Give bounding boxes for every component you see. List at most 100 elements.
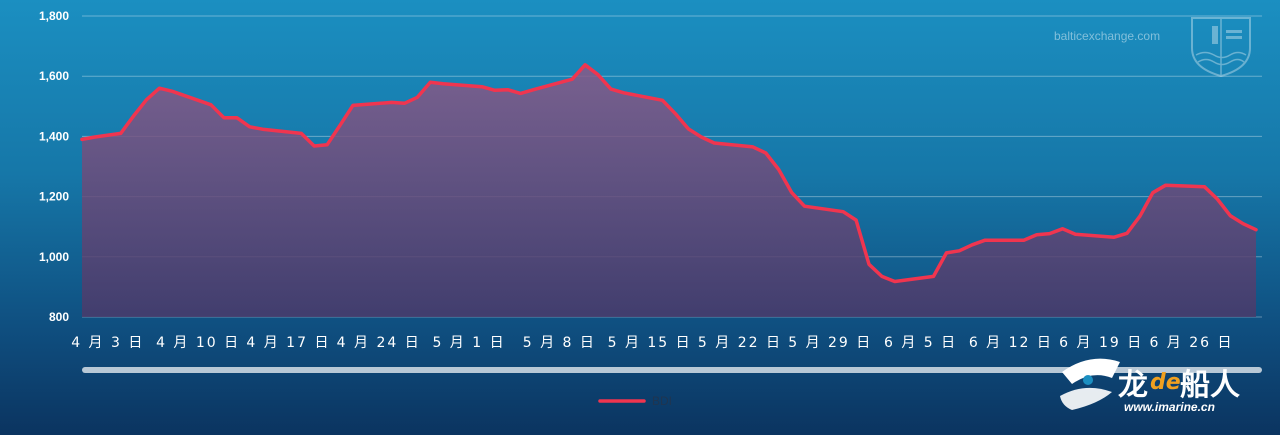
x-tick-label: 6 月 12 日 [969, 335, 1053, 351]
bdi-data-point[interactable] [764, 151, 768, 155]
bdi-data-point[interactable] [944, 251, 948, 255]
bdi-data-point[interactable] [1151, 191, 1155, 195]
bdi-data-point[interactable] [506, 88, 510, 92]
baltic-exchange-crest-icon [1191, 17, 1251, 78]
bdi-data-point[interactable] [893, 280, 897, 284]
bdi-data-point[interactable] [1035, 233, 1039, 237]
bdi-data-point[interactable] [712, 141, 716, 145]
bdi-data-point[interactable] [1022, 238, 1026, 242]
bdi-data-point[interactable] [777, 168, 781, 172]
bdi-line [80, 63, 1258, 284]
bdi-data-point[interactable] [403, 101, 407, 105]
watermark-text: balticexchange.com [1054, 29, 1160, 43]
bdi-data-point[interactable] [415, 95, 419, 99]
bdi-data-point[interactable] [854, 218, 858, 222]
y-axis: 800 1,000 1,200 1,400 1,600 1,800 [39, 9, 69, 324]
bdi-data-point[interactable] [222, 116, 226, 120]
bdi-data-point[interactable] [1138, 214, 1142, 218]
bdi-data-point[interactable] [1202, 185, 1206, 189]
bdi-data-point[interactable] [674, 112, 678, 116]
bdi-data-point[interactable] [622, 91, 626, 95]
bdi-data-point[interactable] [248, 125, 252, 129]
bdi-data-point[interactable] [209, 103, 213, 107]
bdi-data-point[interactable] [93, 135, 97, 139]
bdi-data-point[interactable] [1112, 235, 1116, 239]
y-tick-label: 1,800 [39, 9, 69, 23]
x-tick-label: 5 月 29 日 [788, 335, 872, 351]
bdi-data-point[interactable] [1164, 183, 1168, 187]
legend[interactable]: BDI [598, 394, 672, 408]
x-tick-label: 4 月 10 日 [156, 335, 240, 351]
bdi-data-point[interactable] [699, 135, 703, 139]
bdi-data-point[interactable] [880, 274, 884, 278]
bdi-data-point[interactable] [119, 131, 123, 135]
x-tick-label: 5 月 22 日 [698, 335, 782, 351]
x-axis: 4 月 3 日 4 月 10 日 4 月 17 日 4 月 24 日 5 月 1 日 5 … [71, 335, 1233, 351]
bdi-data-point[interactable] [338, 123, 342, 127]
bdi-data-point[interactable] [803, 204, 807, 208]
bdi-data-point[interactable] [325, 143, 329, 147]
bdi-data-point[interactable] [80, 137, 84, 141]
bdi-data-point[interactable] [1228, 214, 1232, 218]
bdi-data-point[interactable] [1048, 232, 1052, 236]
bdi-data-point[interactable] [1254, 228, 1258, 232]
bdi-data-point[interactable] [532, 88, 536, 92]
bdi-data-point[interactable] [841, 210, 845, 214]
bdi-data-point[interactable] [686, 127, 690, 131]
bdi-data-point[interactable] [480, 85, 484, 89]
bdi-data-point[interactable] [312, 144, 316, 148]
bdi-data-point[interactable] [428, 80, 432, 84]
bdi-data-point[interactable] [609, 87, 613, 91]
chart-scrollbar[interactable] [82, 367, 1262, 373]
bdi-data-point[interactable] [957, 249, 961, 253]
bdi-data-point[interactable] [970, 243, 974, 247]
bdi-data-point[interactable] [170, 89, 174, 93]
y-tick-label: 1,200 [39, 190, 69, 204]
y-tick-label: 1,400 [39, 129, 69, 143]
bdi-data-point[interactable] [261, 127, 265, 131]
x-tick-label: 5 月 1 日 [432, 335, 505, 351]
bdi-data-point[interactable] [983, 238, 987, 242]
bdi-data-point[interactable] [751, 145, 755, 149]
bdi-data-point[interactable] [661, 98, 665, 102]
bdi-data-point[interactable] [1215, 197, 1219, 201]
ship-wave-icon [1060, 358, 1120, 410]
bdi-data-point[interactable] [867, 262, 871, 266]
bdi-data-point[interactable] [519, 91, 523, 95]
bdi-data-point[interactable] [790, 190, 794, 194]
bdi-data-point[interactable] [441, 82, 445, 86]
baltic-exchange-watermark: balticexchange.com [1054, 17, 1251, 78]
bdi-data-point[interactable] [145, 98, 149, 102]
x-tick-label: 4 月 24 日 [337, 335, 421, 351]
x-tick-label: 6 月 19 日 [1059, 335, 1143, 351]
x-tick-label: 4 月 3 日 [71, 335, 144, 351]
logo-text-de: de [1150, 370, 1181, 395]
legend-label-bdi[interactable]: BDI [652, 394, 672, 408]
bdi-data-point[interactable] [1125, 231, 1129, 235]
y-tick-label: 800 [49, 310, 69, 324]
bdi-data-point[interactable] [570, 77, 574, 81]
bdi-data-point[interactable] [1061, 227, 1065, 231]
bdi-data-point[interactable] [235, 116, 239, 120]
bdi-data-point[interactable] [132, 114, 136, 118]
bdi-data-point[interactable] [583, 63, 587, 67]
y-tick-label: 1,000 [39, 250, 69, 264]
bdi-data-point[interactable] [493, 88, 497, 92]
x-tick-label: 6 月 26 日 [1149, 335, 1233, 351]
bdi-area [82, 64, 1256, 317]
bdi-data-point[interactable] [932, 274, 936, 278]
bdi-data-point[interactable] [157, 86, 161, 90]
bdi-data-point[interactable] [1241, 222, 1245, 226]
bdi-data-point[interactable] [390, 100, 394, 104]
bdi-data-point[interactable] [299, 131, 303, 135]
x-tick-label: 5 月 15 日 [608, 335, 692, 351]
bdi-data-point[interactable] [1073, 232, 1077, 236]
x-tick-label: 4 月 17 日 [246, 335, 330, 351]
bdi-data-point[interactable] [351, 103, 355, 107]
x-tick-label: 5 月 8 日 [523, 335, 596, 351]
logo-text-chuanren: 船人 [1180, 368, 1240, 403]
logo-text-long: 龙 [1118, 368, 1148, 403]
bdi-data-point[interactable] [596, 73, 600, 77]
imarine-logo: 龙 de 船人 www.imarine.cn [1060, 358, 1240, 414]
